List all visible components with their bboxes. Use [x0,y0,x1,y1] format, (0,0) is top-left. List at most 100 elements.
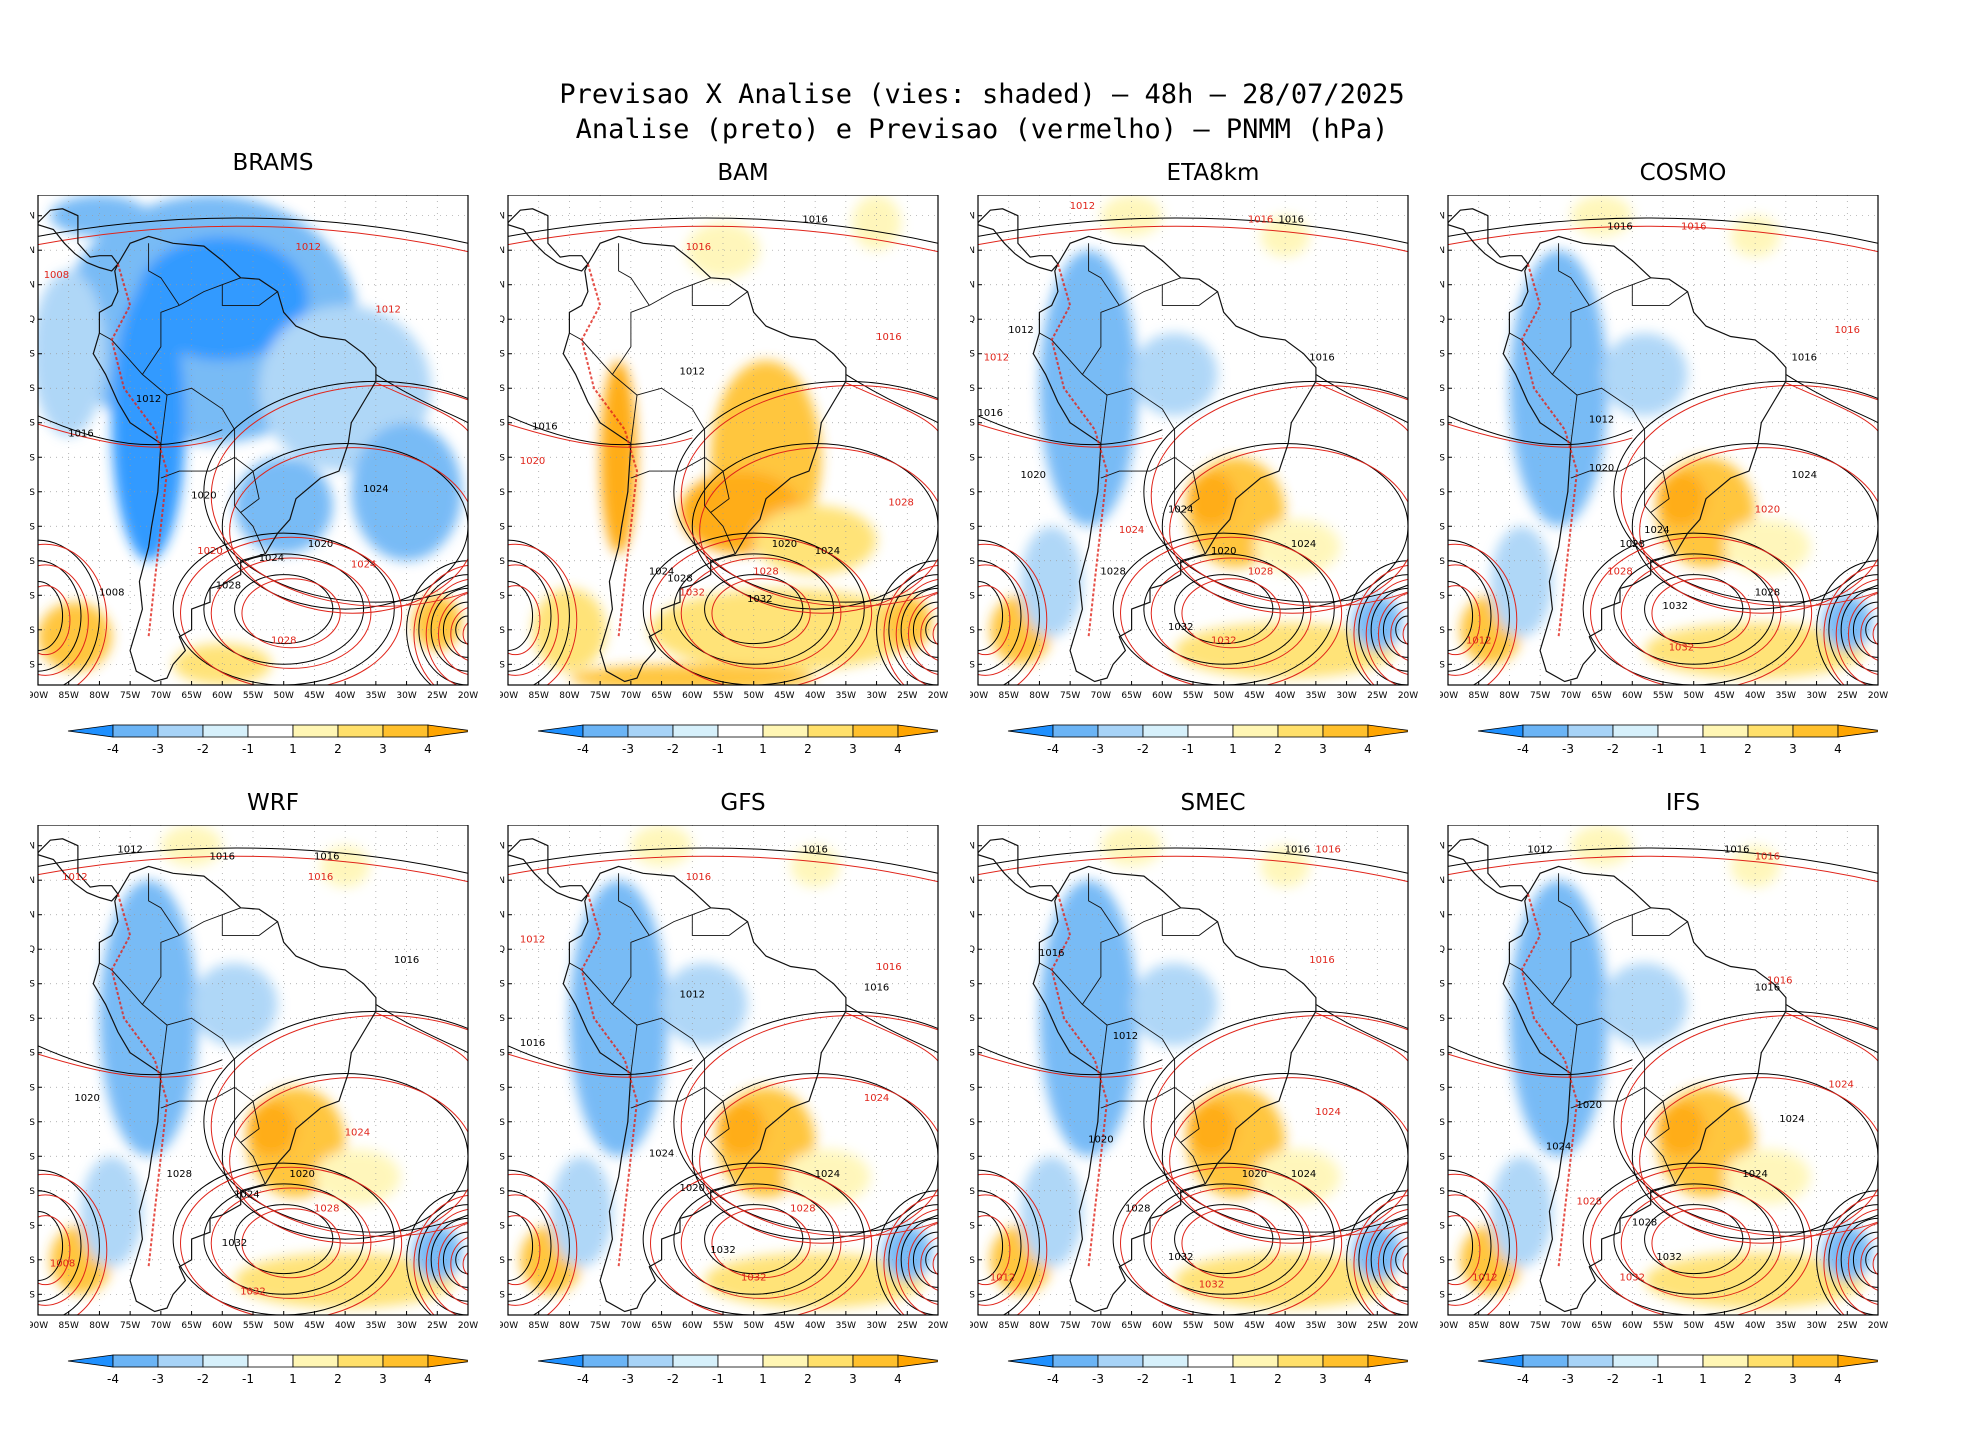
isobar [978,1053,1163,1078]
colorbar-swatch [582,1354,629,1368]
isobar [1848,1222,1878,1306]
isobar-label-analysis: 1024 [1291,539,1316,550]
lon-tick-label: 90W [970,1321,988,1331]
isobar [1816,560,1878,685]
lon-tick-label: 60W [1622,691,1642,701]
colorbar-label: -2 [1607,742,1619,756]
colorbar-label: 4 [894,1372,902,1386]
isobar [1390,1237,1408,1291]
colorbar-label: -4 [107,1372,119,1386]
lon-tick-label: 80W [1499,691,1519,701]
lat-tick-label: 5S [30,350,35,360]
isobar [508,217,938,244]
isobar [1358,574,1408,685]
lon-tick-label: 35W [836,691,856,701]
colorbar-swatch [1657,1354,1704,1368]
lon-tick-label: 20W [1868,691,1888,701]
isobar-label-analysis: 1016 [978,408,1003,419]
bias-patch [1601,963,1688,1046]
isobar-label-forecast: 1032 [1669,642,1694,653]
isobar [38,1215,71,1286]
lat-tick-label: 5S [30,980,35,990]
isobar-label-forecast: 1012 [375,304,400,315]
colorbar-label: 1 [1229,1372,1237,1386]
isobar [438,1222,468,1306]
country-border [1551,907,1651,1074]
bias-patch [1570,825,1633,867]
lat-tick-label: 5S [500,980,505,990]
isobar [508,855,938,883]
isobar [1785,382,1878,432]
isobar-label-analysis: 1016 [1285,845,1310,856]
lat-tick-label: 5N [970,281,975,291]
colorbar: -4 -3 -2 -1 1 2 3 4 [67,724,468,756]
isobar-label-analysis: 1016 [68,429,93,440]
isobar [1315,382,1408,432]
bias-patch [1656,1101,1706,1157]
panel-smec: SMEC 1016 1016 1012 1020 1028 1032 1024 1020 1016… [970,780,1448,1400]
colorbar-swatch [247,1354,294,1368]
country-border [618,243,650,306]
coastline-south-america [1032,865,1317,1313]
lon-tick-label: 80W [1029,691,1049,701]
isobar [1448,564,1499,676]
colorbar-label: 4 [424,1372,432,1386]
isobar [925,1245,938,1275]
isobar-label-forecast: 1016 [1248,215,1273,226]
lat-tick-label: 15S [1440,419,1445,429]
lon-tick-label: 90W [30,691,48,701]
isobar [1872,1252,1878,1276]
lat-tick-label: 15S [970,1049,975,1059]
colorbar-swatch [1187,1354,1234,1368]
bias-patch [191,963,278,1046]
isobar-label-analysis: 1024 [1779,1114,1804,1125]
bias-patch [569,880,668,1157]
country-border [1576,387,1676,555]
lon-tick-label: 70W [621,691,641,701]
isobar-label-analysis: 1012 [680,990,705,1001]
isobar [845,1004,938,1054]
bias-patch [81,1156,143,1267]
colorbar-label: -1 [1182,742,1194,756]
isobar [978,539,1040,685]
isobar-label-forecast: 1012 [1466,636,1491,647]
isobar-label-analysis: 1016 [532,422,557,433]
country-border [1644,1087,1652,1143]
country-border [1174,1087,1182,1143]
lon-tick-label: 40W [1745,1321,1765,1331]
colorbar-label: 2 [804,742,812,756]
lat-tick-label: 40S [30,591,35,601]
country-border [1558,873,1590,936]
colorbar-swatch [67,724,114,738]
lat-tick-label: 10N [1440,876,1445,886]
colorbar-swatch [672,724,719,738]
isobar [1448,1169,1510,1315]
colorbar-label: -3 [152,1372,164,1386]
lat-tick-label: 10N [1440,246,1445,256]
isobar [1848,592,1878,676]
isobar-label-analysis: 1008 [99,587,124,598]
isobar [1448,1053,1633,1078]
panel-cosmo: COSMO 1016 1012 1020 1024 1028 1032 1028 1016 102… [1440,150,1918,770]
isobar-label-analysis: 1012 [1113,1031,1138,1042]
colorbar-swatch [1322,724,1369,738]
isobar [203,1183,365,1295]
isobar [38,1190,82,1302]
isobar-label-analysis: 1020 [1021,470,1046,481]
lat-tick-label: 40S [500,1221,505,1231]
isobar-label-analysis: 1012 [1527,845,1552,856]
colorbar-swatch [1052,1354,1099,1368]
isobar [508,539,570,685]
lon-tick-label: 55W [1653,691,1673,701]
lat-tick-label: 45S [970,1256,975,1266]
isobar [462,622,468,646]
panel-brams: BRAMS 1008 1012 1016 1020 1024 1028 1024 1020 101… [30,150,508,770]
panel-title: GFS [720,790,766,816]
isobar [38,1169,100,1315]
colorbar-swatch [1657,724,1704,738]
lat-tick-label: 35S [30,1187,35,1197]
lat-tick-label: EQ [1440,945,1445,955]
isobar-label-analysis: 1016 [210,852,235,863]
isobar-label-forecast: 1012 [984,353,1009,364]
country-border [1570,456,1645,479]
